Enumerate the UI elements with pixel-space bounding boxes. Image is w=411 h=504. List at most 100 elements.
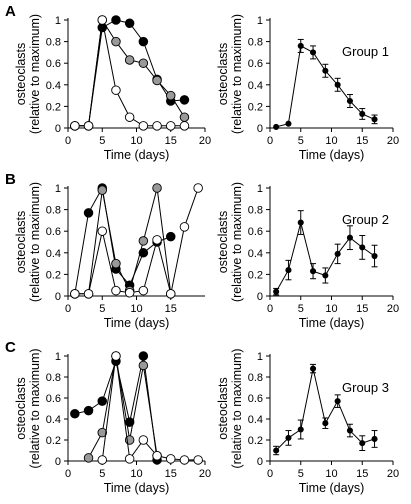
- x-tick-label: 0: [267, 468, 273, 480]
- x-tick-label: 0: [267, 135, 273, 147]
- data-point: [83, 208, 94, 218]
- series-line: [74, 19, 185, 127]
- y-tick-label: 0.8: [248, 372, 263, 384]
- y-tick-label: 0: [55, 123, 61, 135]
- x-tick-label: 20: [387, 135, 399, 147]
- x-tick-label: 10: [130, 135, 142, 147]
- x-tick-label: 20: [199, 468, 211, 480]
- data-point: [297, 426, 304, 433]
- data-point: [179, 121, 190, 131]
- data-point: [111, 285, 121, 296]
- y-axis-label-line-2: (relative to maximum): [28, 348, 42, 468]
- data-point: [346, 234, 354, 241]
- y-tick-label: 0.6: [248, 393, 263, 405]
- data-point: [138, 58, 149, 68]
- x-tick-label: 0: [65, 468, 71, 480]
- data-point: [124, 18, 135, 28]
- x-tick-label: 0: [65, 303, 71, 315]
- y-tick-label: 0.6: [46, 393, 61, 405]
- x-tick-label: 15: [165, 468, 177, 480]
- y-tick-label: 1: [55, 15, 61, 27]
- data-point: [285, 267, 292, 274]
- x-tick-label: 10: [325, 135, 337, 147]
- y-tick-label: 0.8: [46, 372, 61, 384]
- data-point: [111, 15, 121, 25]
- data-point: [179, 455, 190, 465]
- data-point: [124, 55, 135, 65]
- data-point: [97, 15, 107, 25]
- data-point: [138, 351, 149, 361]
- data-point: [97, 226, 107, 236]
- y-axis-label-line-2: (relative to maximum): [230, 348, 244, 468]
- data-point: [371, 252, 378, 260]
- data-point: [322, 272, 329, 279]
- y-tick-label: 1: [55, 183, 61, 195]
- data-point: [371, 116, 378, 123]
- y-tick-label: 0.6: [248, 226, 263, 238]
- x-axis-label: Time (days): [104, 316, 170, 330]
- series-line: [74, 18, 185, 127]
- data-point: [297, 219, 304, 226]
- series-line: [74, 19, 185, 127]
- x-tick-label: 15: [165, 303, 177, 315]
- x-axis-label: Time (days): [104, 481, 170, 495]
- data-point: [138, 121, 149, 131]
- data-point: [179, 95, 190, 105]
- data-point: [138, 435, 149, 445]
- x-tick-label: 15: [356, 303, 368, 315]
- data-point: [83, 289, 94, 299]
- panel-label: B: [5, 171, 16, 188]
- series-line: [74, 187, 199, 295]
- data-point: [83, 453, 94, 463]
- data-point: [124, 288, 135, 298]
- data-point: [309, 365, 317, 372]
- panel-label: A: [5, 3, 16, 20]
- y-tick-label: 0.6: [248, 58, 263, 70]
- data-point: [97, 455, 107, 465]
- y-tick-label: 0.2: [46, 101, 61, 113]
- series-line: [74, 187, 172, 295]
- y-tick-label: 0.4: [46, 248, 61, 260]
- chart-title: Group 2: [342, 212, 389, 227]
- data-point: [322, 67, 329, 74]
- y-tick-label: 0.6: [46, 58, 61, 70]
- data-point: [359, 110, 366, 118]
- data-point: [138, 236, 149, 246]
- y-axis-label-line-2: (relative to maximum): [230, 182, 244, 302]
- data-point: [152, 183, 162, 193]
- x-axis-label: Time (days): [299, 481, 365, 495]
- x-tick-label: 10: [130, 468, 142, 480]
- data-point: [309, 268, 317, 275]
- y-axis-label-line-1: osteoclasts: [14, 377, 28, 440]
- data-point: [97, 185, 107, 195]
- x-axis-label: Time (days): [104, 148, 170, 162]
- data-point: [273, 288, 280, 295]
- y-tick-label: 1: [257, 15, 263, 27]
- data-point: [152, 235, 162, 245]
- x-tick-label: 20: [387, 303, 399, 315]
- data-point: [138, 360, 149, 371]
- data-point: [179, 222, 190, 232]
- y-tick-label: 0.8: [248, 205, 263, 217]
- data-point: [70, 121, 80, 131]
- y-tick-label: 0.8: [248, 37, 263, 49]
- y-tick-label: 0.2: [46, 269, 61, 281]
- data-point: [124, 112, 135, 122]
- data-point: [111, 351, 121, 361]
- y-tick-label: 0: [257, 291, 263, 303]
- y-tick-label: 0.4: [248, 414, 263, 426]
- data-point: [138, 285, 149, 296]
- data-point: [273, 447, 280, 454]
- y-tick-label: 0: [257, 456, 263, 468]
- x-tick-label: 15: [356, 468, 368, 480]
- data-point: [285, 120, 292, 127]
- y-tick-label: 1: [257, 183, 263, 195]
- data-point: [334, 398, 341, 405]
- x-tick-label: 0: [267, 303, 273, 315]
- x-tick-label: 5: [298, 468, 304, 480]
- x-axis-label: Time (days): [299, 316, 365, 330]
